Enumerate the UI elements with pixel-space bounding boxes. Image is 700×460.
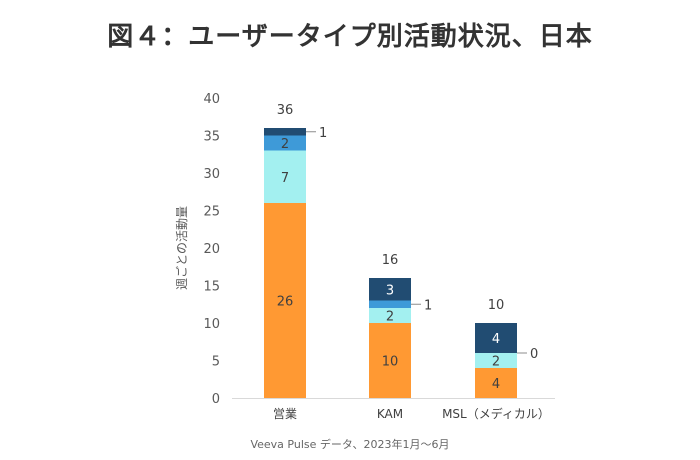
bar-segment (264, 203, 306, 398)
data-label: 0 (530, 347, 538, 362)
y-axis: 0 5 10 15 20 25 30 35 40 (203, 92, 220, 407)
bar-segment (369, 278, 411, 301)
data-label: 2 (492, 355, 500, 370)
data-label: 4 (492, 377, 500, 392)
x-axis: 営業 KAM MSL（メディカル） (232, 398, 555, 421)
y-tick-label: 10 (203, 317, 220, 332)
bar-segment (369, 308, 411, 323)
y-tick-label: 25 (203, 205, 220, 220)
bar-stack: 10 2 3 1 16 (369, 253, 432, 398)
total-label: 16 (382, 253, 399, 268)
y-tick-label: 35 (203, 130, 220, 145)
bar-segment (475, 368, 517, 398)
y-tick-label: 30 (203, 167, 220, 182)
x-tick-label: 営業 (273, 407, 297, 421)
data-label: 1 (424, 298, 432, 313)
y-tick-label: 40 (203, 92, 220, 107)
bar-segment (475, 323, 517, 353)
data-label: 26 (277, 295, 294, 310)
y-tick-label: 15 (203, 280, 220, 295)
bar-segment (264, 150, 306, 203)
x-tick-label: KAM (377, 407, 403, 421)
total-label: 36 (277, 103, 294, 118)
x-tick-label: MSL（メディカル） (442, 406, 550, 421)
source-note: Veeva Pulse データ、2023年1月～6月 (250, 438, 450, 451)
bar-segment (264, 135, 306, 151)
bar-stack: 26 7 2 1 36 (264, 103, 327, 398)
y-tick-label: 0 (212, 392, 220, 407)
data-label: 2 (386, 310, 394, 325)
y-tick-label: 20 (203, 242, 220, 257)
bar-segment (475, 353, 517, 368)
data-label: 4 (492, 332, 500, 347)
y-axis-label: 週ごとの活動量 (174, 206, 189, 290)
data-label: 3 (386, 283, 394, 298)
bar-segment (264, 128, 306, 136)
data-label: 10 (382, 355, 399, 370)
total-label: 10 (488, 298, 505, 313)
chart-title: 図４：ユーザータイプ別活動状況、日本 (107, 22, 593, 52)
bar-segment (369, 300, 411, 308)
bars: 26 7 2 1 36 10 2 3 1 16 4 2 4 0 10 (264, 103, 538, 398)
y-tick-label: 5 (212, 355, 220, 370)
data-label: 2 (281, 137, 289, 152)
data-label: 1 (319, 126, 327, 141)
data-label: 7 (281, 171, 289, 186)
bar-segment (369, 323, 411, 398)
bar-stack: 4 2 4 0 10 (475, 298, 538, 398)
